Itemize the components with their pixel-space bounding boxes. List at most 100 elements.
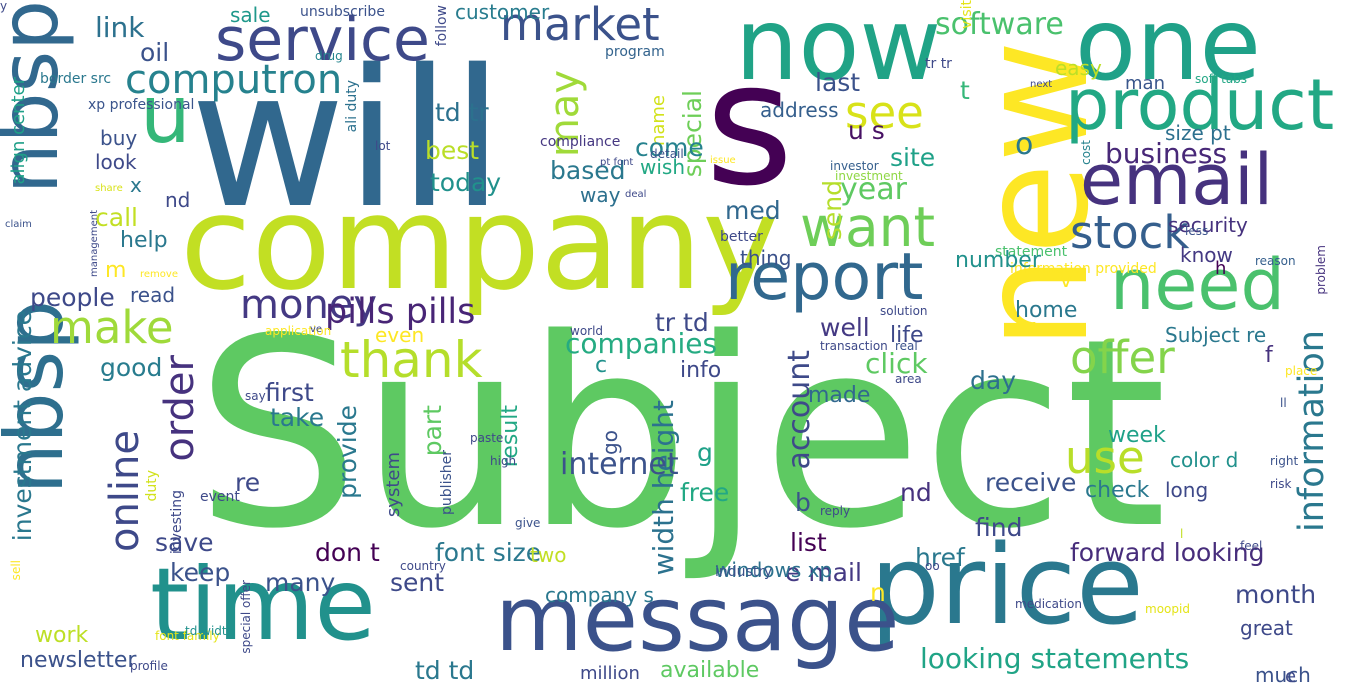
cloud-word: year — [840, 172, 907, 207]
cloud-word: e mail — [785, 558, 862, 587]
cloud-word: forward looking — [1070, 538, 1265, 567]
cloud-word: h — [1215, 258, 1227, 279]
cloud-word: pt font — [600, 157, 634, 168]
cloud-word: day — [970, 366, 1016, 395]
cloud-word: nd — [165, 188, 191, 212]
cloud-word: Subject — [195, 284, 1167, 586]
cloud-word: unsubscribe — [300, 4, 385, 20]
cloud-word: feel — [1240, 539, 1263, 553]
cloud-word: want — [800, 195, 936, 259]
cloud-word: send — [818, 180, 847, 241]
cloud-word: tr tr — [925, 56, 952, 72]
cloud-word: x — [130, 173, 142, 197]
cloud-word: issue — [710, 155, 736, 166]
cloud-word: link — [95, 11, 145, 44]
cloud-word: many — [265, 568, 336, 597]
cloud-word: real — [895, 339, 918, 353]
cloud-word: n — [870, 578, 886, 607]
cloud-word: save — [155, 528, 214, 557]
cloud-word: compliance — [540, 134, 621, 150]
cloud-word: publisher — [439, 450, 455, 515]
cloud-word: special offer — [239, 580, 253, 654]
cloud-word: software — [935, 7, 1064, 42]
cloud-word: u — [140, 68, 191, 161]
cloud-word: l — [1180, 527, 1184, 541]
cloud-word: service — [215, 5, 430, 75]
cloud-word: people — [30, 283, 115, 312]
cloud-word: investment advice — [8, 310, 37, 542]
cloud-word: now — [735, 0, 942, 103]
cloud-word: e — [1285, 666, 1297, 686]
cloud-word: remove — [140, 269, 178, 280]
cloud-word: o — [1015, 127, 1034, 162]
cloud-word: click — [865, 347, 928, 380]
cloud-word: week — [1108, 423, 1166, 448]
cloud-word: work — [35, 623, 89, 648]
cloud-word: time — [150, 546, 376, 663]
cloud-word: less — [1185, 224, 1209, 238]
cloud-word: easy — [1055, 56, 1102, 80]
cloud-word: color d — [1170, 448, 1239, 472]
cloud-word: investor — [830, 159, 879, 173]
cloud-word: align center — [8, 77, 29, 185]
cloud-word: size pt — [1165, 121, 1231, 145]
cloud-word: detail — [650, 147, 684, 161]
cloud-word: find — [975, 513, 1023, 542]
cloud-word: s — [705, 26, 794, 224]
cloud-word: ve — [310, 324, 323, 335]
cloud-word: message — [495, 567, 900, 672]
cloud-word: go — [598, 430, 622, 455]
cloud-word: sell — [9, 560, 23, 581]
cloud-word: information — [1292, 330, 1332, 533]
cloud-word: read — [130, 283, 176, 307]
cloud-word: one — [1075, 0, 1262, 103]
cloud-word: keep — [170, 558, 231, 587]
cloud-word: check — [1085, 478, 1150, 503]
cloud-word: price — [870, 521, 1144, 649]
cloud-word: lot — [375, 139, 391, 153]
cloud-word: management — [89, 210, 100, 277]
cloud-word: security — [1168, 213, 1248, 237]
cloud-word: know — [1180, 243, 1233, 267]
cloud-word: email — [1080, 139, 1274, 221]
cloud-word: c — [595, 353, 608, 378]
cloud-word: windows xp — [715, 558, 833, 582]
cloud-word: reason — [1255, 254, 1296, 268]
cloud-word: b — [795, 488, 811, 517]
cloud-word: industry — [715, 564, 773, 580]
cloud-word: man — [1125, 73, 1165, 94]
cloud-word: made — [808, 383, 871, 408]
cloud-word: area — [895, 372, 922, 386]
cloud-word: buy — [100, 126, 138, 150]
cloud-word: don t — [315, 538, 380, 567]
cloud-word: profile — [130, 659, 168, 673]
cloud-word: f — [1265, 343, 1273, 368]
cloud-word: tr td — [655, 308, 709, 337]
cloud-word: company — [180, 167, 780, 319]
cloud-word: best — [425, 136, 480, 165]
cloud-word: offer — [1070, 331, 1175, 384]
cloud-word: online — [102, 430, 148, 553]
cloud-word: claim — [5, 219, 32, 230]
cloud-word: re — [235, 468, 261, 497]
cloud-word: look — [95, 150, 137, 174]
cloud-word: better — [720, 229, 763, 245]
cloud-word: internet — [560, 447, 679, 482]
cloud-word: border src — [40, 71, 112, 87]
cloud-word: m — [105, 258, 127, 283]
cloud-word: come — [635, 133, 704, 162]
cloud-word: account — [782, 350, 817, 470]
cloud-word: business — [1105, 137, 1228, 170]
cloud-word: today — [430, 168, 502, 197]
cloud-word: customer — [455, 0, 550, 24]
cloud-word: paste — [470, 431, 504, 445]
cloud-word: oil — [140, 38, 170, 67]
cloud-word: nd — [900, 478, 932, 507]
cloud-word: newsletter — [20, 648, 137, 673]
cloud-word: thank — [340, 331, 483, 389]
cloud-word: moopid — [1145, 602, 1190, 616]
cloud-word: program — [605, 44, 665, 60]
cloud-word: great — [1240, 616, 1293, 640]
cloud-word: month — [1235, 580, 1317, 609]
